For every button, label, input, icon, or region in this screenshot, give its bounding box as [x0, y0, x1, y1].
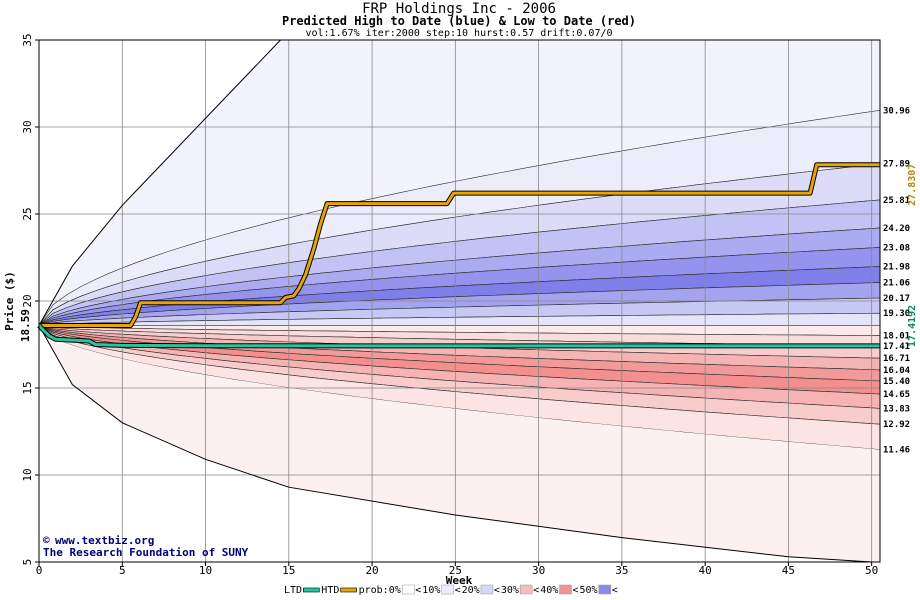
- credit-org: The Research Foundation of SUNY: [43, 546, 249, 559]
- percentile-labels: 30.96 27.89 25.81 24.20 23.08 21.98 21.06 20.17…: [883, 106, 911, 455]
- legend-label: 10%: [422, 585, 440, 596]
- legend-lt: <: [612, 585, 618, 596]
- band-high-outer: [39, 40, 880, 326]
- x-tick-label: 25: [449, 564, 462, 577]
- max-curve: [38, 39, 281, 326]
- copyright-symbol: ©: [43, 534, 50, 547]
- percentile-label: 30.96: [883, 106, 910, 116]
- x-tick-label: 0: [36, 564, 43, 577]
- legend-lt: <: [494, 585, 500, 596]
- x-tick-label: 45: [782, 564, 795, 577]
- y-axis-label: Price ($): [3, 271, 16, 331]
- percentile-label: 20.17: [883, 294, 910, 304]
- legend-label: HTD: [321, 585, 339, 596]
- chart-title: FRP Holdings Inc - 2006: [362, 1, 556, 17]
- y-tick-label: 35: [21, 33, 34, 46]
- chart-params: vol:1.67% iter:2000 step:10 hurst:0.57 d…: [305, 28, 612, 39]
- credit-url: www.textbiz.org: [55, 534, 154, 547]
- y-tick-label: 30: [21, 120, 34, 133]
- y-tick-label: 5: [21, 559, 34, 566]
- legend-swatch: [598, 584, 612, 595]
- y-axis-ticks: 5 10 15 20 25 30 35: [21, 33, 39, 565]
- percentile-label: 25.81: [883, 196, 910, 206]
- start-price-label: 18.59: [19, 309, 32, 342]
- percentile-label: 15.40: [883, 377, 910, 387]
- y-tick-label: 25: [21, 207, 34, 220]
- legend-lt: <: [415, 585, 421, 596]
- percentile-label: 27.89: [883, 160, 910, 170]
- series-line-HTD: [39, 163, 880, 327]
- legend-swatch: [480, 584, 494, 595]
- percentile-label: 12.92: [883, 420, 910, 430]
- percentile-label: 21.98: [883, 263, 910, 273]
- x-tick-label: 50: [865, 564, 878, 577]
- series-lines: [37, 162, 880, 349]
- x-axis-ticks: 0 5 10 15 20 25 30 35 40 45 50: [36, 562, 878, 577]
- x-tick-label: 40: [699, 564, 712, 577]
- legend-swatch: [340, 587, 357, 593]
- x-axis-label: Week: [446, 574, 473, 587]
- band-low-outer: [39, 325, 880, 562]
- legend: LTD HTD prob:0% <10% <20% <30% <40% <50% <: [284, 584, 618, 596]
- min-curve: [38, 325, 872, 563]
- x-tick-label: 30: [532, 564, 545, 577]
- percentile-label: 23.08: [883, 243, 910, 253]
- legend-swatch: [519, 584, 533, 595]
- percentile-label: 16.04: [883, 366, 911, 376]
- credit-block: © www.textbiz.org The Research Foundatio…: [43, 534, 249, 559]
- y-tick-label: 10: [21, 468, 34, 481]
- legend-label: 50%: [580, 585, 598, 596]
- y-tick-label: 20: [21, 294, 34, 307]
- legend-label: prob:0%: [359, 585, 401, 596]
- percentile-label: 19.30: [883, 309, 910, 319]
- percentile-label: 24.20: [883, 224, 910, 234]
- legend-swatch: [402, 584, 415, 595]
- percentile-label: 14.65: [883, 390, 910, 400]
- x-tick-label: 10: [199, 564, 212, 577]
- percentile-label: 13.83: [883, 404, 910, 414]
- percentile-label: 16.71: [883, 354, 910, 364]
- percentile-label: 11.46: [883, 446, 910, 456]
- legend-lt: <: [573, 585, 579, 596]
- x-tick-label: 20: [365, 564, 378, 577]
- x-tick-label: 5: [119, 564, 126, 577]
- envelope-curves: [38, 39, 872, 563]
- legend-label: 40%: [540, 585, 558, 596]
- ltd-end-label: 17.4192: [907, 305, 918, 347]
- chart-subtitle: Predicted High to Date (blue) & Low to D…: [282, 14, 636, 28]
- x-tick-label: 35: [615, 564, 628, 577]
- percentile-label: 21.06: [883, 279, 910, 289]
- series-line-LTD: [37, 324, 880, 348]
- legend-swatch: [441, 584, 454, 595]
- percentile-label: 18.01: [883, 332, 910, 342]
- x-tick-label: 15: [282, 564, 295, 577]
- legend-label: 30%: [501, 585, 519, 596]
- legend-swatch: [559, 584, 572, 595]
- percentile-label: 17.41: [883, 342, 910, 352]
- legend-lt: <: [455, 585, 461, 596]
- legend-lt: <: [533, 585, 539, 596]
- legend-label: LTD: [284, 585, 302, 596]
- y-tick-label: 15: [21, 381, 34, 394]
- htd-end-label: 27.8307: [907, 164, 918, 206]
- legend-swatch: [302, 587, 320, 593]
- legend-label: 20%: [462, 585, 480, 596]
